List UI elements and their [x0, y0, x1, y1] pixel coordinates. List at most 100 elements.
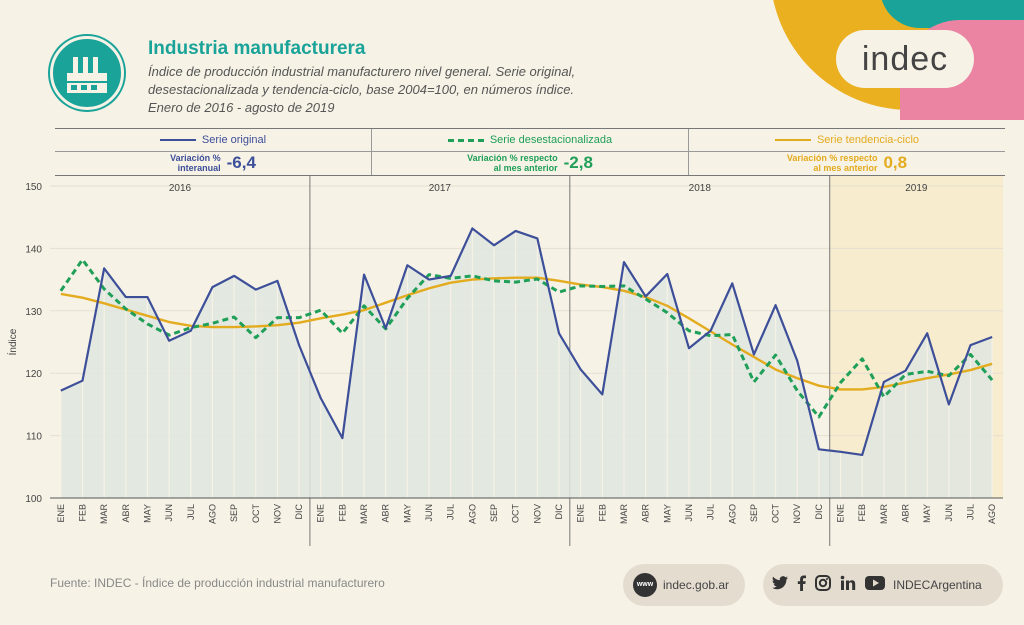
y-tick-label: 100: [25, 494, 42, 505]
stat-value-seasonal: -2,8: [563, 153, 593, 172]
y-tick-label: 120: [25, 369, 42, 380]
x-tick-label: AGO: [467, 504, 477, 524]
x-tick-label: MAY: [402, 504, 412, 523]
x-tick-label: JUN: [684, 504, 694, 522]
twitter-icon[interactable]: [772, 576, 788, 594]
x-tick-label: FEB: [857, 504, 867, 522]
legend-swatch-original: [159, 139, 196, 141]
legend-label-seasonal: Serie desestacionalizada: [489, 134, 613, 146]
x-tick-label: ABR: [901, 504, 911, 523]
y-axis-label: Índice: [6, 328, 19, 355]
legend-original: Serie original: [55, 129, 372, 151]
x-tick-label: MAR: [619, 504, 629, 525]
x-tick-label: FEB: [337, 504, 347, 522]
social-handle[interactable]: INDECArgentina: [893, 578, 982, 592]
stat-label-line: interanual: [177, 163, 221, 173]
y-tick-label: 110: [26, 432, 42, 443]
x-tick-label: OCT: [771, 504, 781, 524]
line-chart: 100 110 120 130 140 150 2016 2017 2018 2019 ENE FEB…: [6, 176, 1003, 546]
x-tick-label: AGO: [727, 504, 737, 524]
stat-trend: Variación % respecto al mes anterior 0,8: [689, 151, 1005, 175]
subtitle-line: Enero de 2016 - agosto de 2019: [148, 100, 335, 115]
indec-logo[interactable]: indec: [836, 30, 974, 88]
legend-seasonal: Serie desestacionalizada: [372, 129, 689, 151]
x-tick-label: FEB: [77, 504, 87, 522]
subtitle-line: Índice de producción industrial manufact…: [148, 64, 576, 79]
y-tick-label: 150: [25, 182, 42, 193]
x-tick-label: SEP: [489, 504, 499, 522]
x-tick-label: ENE: [836, 504, 846, 523]
x-tick-label: DIC: [294, 504, 304, 520]
x-tick-label: AGO: [207, 504, 217, 524]
x-tick-label: NOV: [792, 504, 802, 524]
x-tick-label: JUL: [446, 504, 456, 520]
x-tick-label: MAY: [662, 504, 672, 523]
stat-value-trend: 0,8: [883, 153, 908, 172]
source-note: Fuente: INDEC - Índice de producción ind…: [50, 576, 385, 590]
stat-label-line: Variación % respecto: [786, 153, 878, 163]
x-tick-label: ENE: [56, 504, 66, 523]
x-tick-label: MAY: [922, 504, 932, 523]
original-area-fill: [60, 228, 993, 498]
year-label: 2016: [169, 183, 192, 194]
year-label: 2017: [429, 183, 452, 194]
facebook-icon[interactable]: [797, 575, 806, 595]
series-line-original: [60, 227, 993, 457]
x-tick-label: SEP: [229, 504, 239, 522]
x-tick-label: NOV: [272, 504, 282, 524]
stat-original: Variación % interanual -6,4: [55, 151, 372, 175]
factory-icon: [50, 36, 124, 110]
stat-seasonal: Variación % respecto al mes anterior -2,…: [372, 151, 689, 175]
x-tick-label: JUN: [164, 504, 174, 522]
stat-label-line: al mes anterior: [493, 163, 558, 173]
year-label: 2018: [689, 183, 712, 194]
legend-label-trend: Serie tendencia-ciclo: [816, 134, 920, 146]
stat-value-original: -6,4: [226, 153, 256, 172]
legend-trend: Serie tendencia-ciclo: [689, 129, 1005, 151]
x-tick-label: OCT: [251, 504, 261, 524]
x-tick-label: JUL: [966, 504, 976, 520]
y-tick-label: 140: [25, 244, 42, 255]
x-tick-label: JUN: [424, 504, 434, 522]
stat-label-trend: Variación % respecto al mes anterior: [787, 153, 878, 173]
website-label: indec.gob.ar: [663, 578, 730, 592]
x-tick-label: AGO: [987, 504, 997, 524]
linkedin-icon[interactable]: [840, 575, 856, 595]
x-tick-label: NOV: [532, 504, 542, 524]
y-tick-label: 130: [25, 307, 42, 318]
stat-label-seasonal: Variación % respecto al mes anterior: [467, 153, 558, 173]
www-icon: www: [633, 573, 657, 597]
x-tick-label: MAR: [99, 504, 109, 525]
stats-row: Variación % interanual -6,4 Variación % …: [55, 151, 1005, 176]
x-tick-label: OCT: [511, 504, 521, 524]
x-tick-label: ABR: [381, 504, 391, 523]
page-subtitle: Índice de producción industrial manufact…: [148, 63, 708, 117]
stat-label-line: Variación % respecto: [467, 153, 558, 163]
legend-label-original: Serie original: [201, 134, 267, 146]
x-tick-label: DIC: [554, 504, 564, 520]
x-tick-label: ABR: [121, 504, 131, 523]
series-line-seasonal: [59, 258, 994, 419]
chart-legend: Serie original Serie desestacionalizada …: [55, 128, 1005, 152]
year-label: 2019: [905, 183, 928, 194]
page-title: Industria manufacturera: [148, 38, 366, 59]
x-tick-label: FEB: [597, 504, 607, 522]
x-tick-label: MAY: [142, 504, 152, 523]
x-tick-label: MAR: [359, 504, 369, 525]
legend-swatch-trend: [774, 139, 811, 141]
instagram-icon[interactable]: [815, 575, 831, 595]
x-tick-label: SEP: [749, 504, 759, 522]
x-tick-label: JUL: [706, 504, 716, 520]
stat-label-line: al mes anterior: [813, 163, 878, 173]
stat-label-line: Variación %: [170, 153, 221, 163]
x-tick-label: JUL: [186, 504, 196, 520]
x-tick-label: DIC: [814, 504, 824, 520]
social-links: INDECArgentina: [763, 564, 1003, 606]
x-tick-label: ENE: [316, 504, 326, 523]
x-tick-label: JUN: [944, 504, 954, 522]
website-link[interactable]: www indec.gob.ar: [623, 564, 745, 606]
stat-label-original: Variación % interanual: [170, 153, 221, 173]
x-tick-label: ABR: [641, 504, 651, 523]
x-tick-label: ENE: [576, 504, 586, 523]
youtube-icon[interactable]: [865, 576, 885, 594]
